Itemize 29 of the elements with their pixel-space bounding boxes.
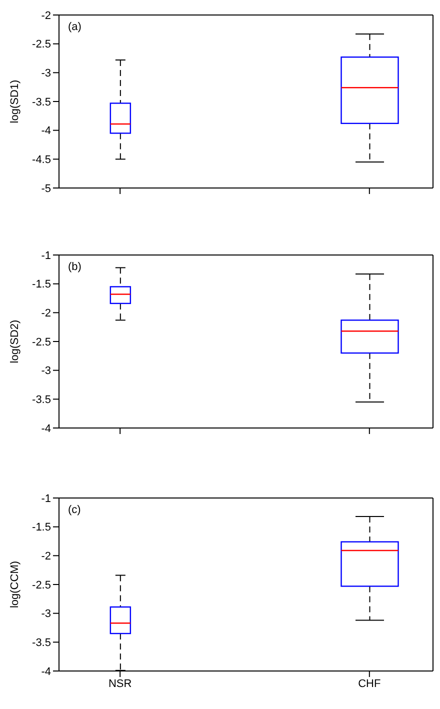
x-tick-label: CHF (358, 678, 382, 690)
y-tick-label: -2.5 (32, 38, 51, 51)
y-tick-label: -2 (41, 10, 51, 22)
y-axis-title: log(SD1) (8, 80, 21, 124)
y-tick-label: -4 (41, 422, 51, 435)
y-tick-label: -1.5 (32, 278, 51, 291)
y-tick-label: -1 (41, 492, 51, 505)
y-tick-label: -3.5 (32, 637, 51, 650)
y-tick-label: -2.5 (32, 336, 51, 348)
x-tick-label: NSR (108, 678, 132, 690)
y-tick-label: -2.5 (32, 579, 51, 592)
y-tick-label: -4 (41, 125, 51, 138)
y-tick-label: -3 (41, 365, 51, 378)
annotation: (a) (68, 21, 82, 34)
y-tick-label: -3 (41, 68, 51, 80)
y-tick-label: -1.5 (32, 522, 51, 534)
y-tick-label: -3.5 (32, 96, 51, 108)
y-axis-title: log(CCM) (8, 560, 21, 608)
annotation: (b) (68, 261, 82, 274)
y-tick-label: -1 (41, 250, 51, 262)
y-axis-title: log(SD2) (8, 320, 21, 364)
y-tick-label: -5 (41, 182, 51, 195)
y-tick-label: -3 (41, 608, 51, 620)
y-tick-label: -4.5 (32, 154, 51, 166)
y-tick-label: -4 (41, 666, 51, 678)
y-tick-label: -2 (41, 550, 51, 563)
y-tick-label: -3.5 (32, 394, 51, 406)
y-tick-label: -2 (41, 308, 51, 320)
annotation: (c) (68, 504, 81, 517)
